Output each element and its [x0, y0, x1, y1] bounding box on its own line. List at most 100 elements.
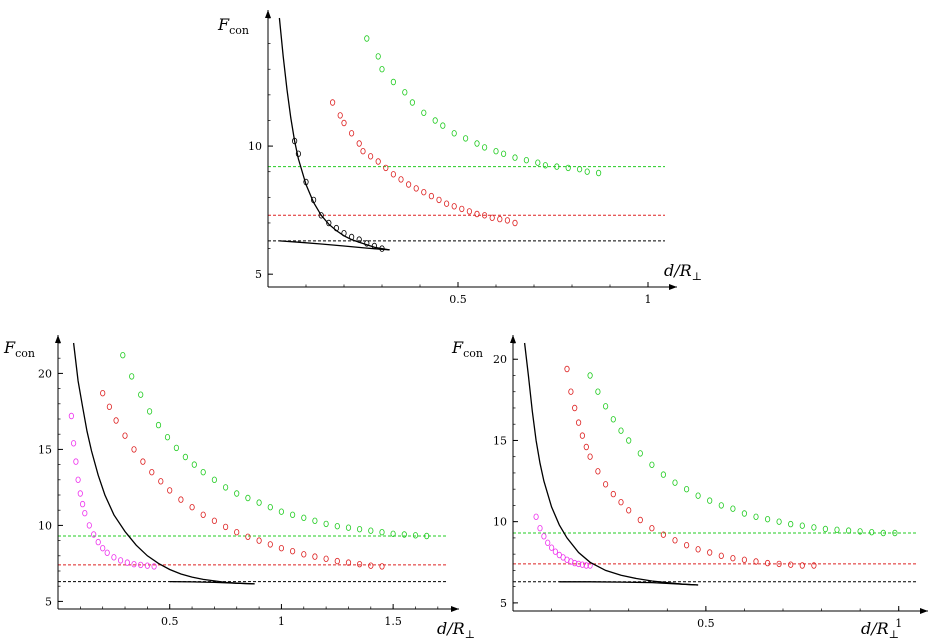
data-point [312, 517, 318, 524]
data-point [788, 520, 794, 528]
data-point [334, 557, 340, 565]
data-point [542, 162, 549, 169]
data-point [104, 549, 110, 556]
data-point [610, 416, 616, 423]
x-tick-label: 0.5 [161, 615, 179, 628]
data-point [223, 484, 229, 491]
x-axis-arrow [669, 284, 677, 290]
data-point [73, 458, 79, 465]
x-tick-label: 1 [895, 617, 902, 630]
data-point [695, 546, 701, 553]
data-point [741, 556, 748, 563]
y-tick-label: 15 [493, 434, 507, 447]
x-tick-label: 0.5 [697, 617, 715, 630]
data-point [834, 526, 840, 533]
data-point [106, 403, 113, 410]
x-axis-label: d/R⊥ [437, 619, 475, 641]
data-point [151, 563, 157, 570]
x-tick-label: 1 [645, 293, 652, 306]
data-point [234, 490, 240, 497]
data-point [375, 53, 381, 60]
data-point [474, 210, 480, 218]
y-tick-label: 10 [493, 516, 507, 529]
data-point [583, 562, 589, 569]
data-point [158, 478, 164, 485]
data-point [649, 525, 655, 532]
data-point [80, 500, 86, 508]
data-point [267, 504, 273, 511]
data-point [301, 514, 307, 521]
data-point [545, 539, 551, 546]
data-point [741, 510, 748, 517]
data-point [548, 544, 555, 551]
data-point [799, 562, 805, 569]
data-point [368, 562, 374, 569]
data-point [375, 158, 381, 165]
data-point [100, 545, 106, 552]
data-point [618, 427, 624, 434]
data-point [730, 555, 736, 562]
data-point [660, 531, 667, 538]
data-point [554, 163, 560, 170]
x-tick-label: 0.5 [449, 293, 467, 306]
data-point [672, 537, 678, 544]
data-point [880, 529, 886, 537]
data-point [610, 490, 616, 498]
data-point [565, 164, 571, 172]
data-point [583, 443, 589, 451]
data-point [71, 440, 77, 447]
data-point [364, 35, 370, 42]
data-point [822, 525, 829, 533]
data-point [68, 412, 75, 420]
data-point [113, 417, 119, 424]
data-point [323, 520, 329, 528]
data-point [626, 507, 632, 514]
data-point [256, 537, 262, 544]
data-point [512, 154, 518, 161]
data-point [323, 555, 329, 562]
data-point [869, 529, 875, 536]
data-point [155, 421, 162, 429]
data-point [267, 541, 273, 548]
data-point [587, 372, 593, 379]
data-point [788, 561, 794, 568]
chart-top: 0.5 1 5 10 Fcon d/R⊥ [217, 10, 702, 306]
data-point [86, 522, 92, 529]
data-point [360, 147, 366, 155]
data-point [149, 469, 155, 476]
x-tick-label: 1.5 [384, 615, 402, 628]
data-point [493, 147, 499, 155]
data-point [626, 437, 632, 444]
data-point [584, 168, 590, 175]
data-point [341, 119, 347, 127]
data-point [576, 165, 583, 173]
data-point [845, 527, 852, 534]
data-point [579, 432, 586, 439]
data-point [120, 352, 126, 359]
data-point [131, 446, 137, 453]
data-point [683, 486, 690, 493]
data-point [481, 212, 488, 219]
data-point [579, 561, 586, 568]
data-point [100, 390, 106, 397]
data-point [451, 203, 457, 210]
y-tick-label: 10 [38, 519, 52, 532]
data-point [379, 529, 385, 536]
data-point [412, 532, 419, 539]
data-point [164, 434, 171, 441]
data-point [129, 373, 135, 380]
data-point [147, 408, 153, 415]
data-point [200, 469, 206, 476]
data-point [82, 510, 88, 517]
data-point [144, 562, 150, 569]
data-point [695, 492, 701, 499]
data-point [326, 219, 332, 227]
x-axis-label: d/R⊥ [861, 619, 899, 641]
data-point [390, 78, 396, 86]
data-point [683, 542, 690, 549]
data-point [637, 516, 643, 524]
y-tick-label: 15 [38, 443, 52, 456]
data-point [776, 560, 782, 568]
data-point [481, 144, 488, 151]
